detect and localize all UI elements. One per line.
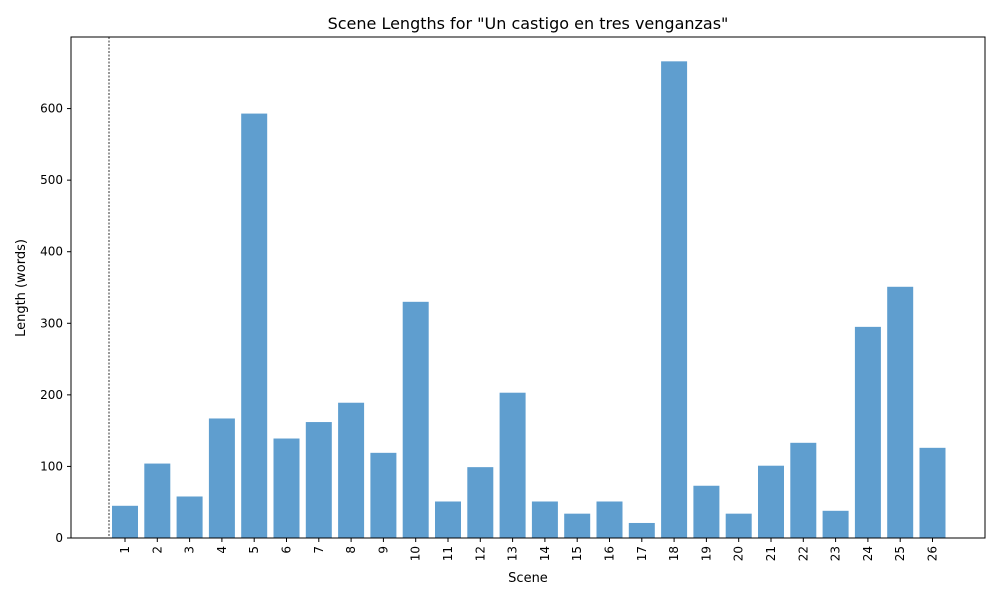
y-axis: 0 100 200 300 400 500 600 [40, 102, 71, 545]
bar-scene-25 [887, 286, 914, 538]
y-tick-label: 300 [40, 316, 63, 330]
bar-scene-5 [241, 113, 268, 539]
bar-scene-21 [758, 465, 784, 538]
plot-frame [70, 36, 986, 539]
bar-scene-23 [822, 510, 849, 538]
bar-scene-10 [402, 301, 429, 538]
x-tick-label: 4 [215, 546, 229, 554]
bar-scene-18 [661, 61, 688, 538]
x-tick-label: 6 [280, 546, 294, 554]
x-tick-label: 5 [247, 546, 261, 554]
bar-scene-24 [854, 326, 881, 538]
x-axis-label: Scene [508, 571, 548, 586]
x-tick-label: 8 [344, 546, 358, 554]
x-tick-label: 10 [409, 546, 423, 561]
x-tick-label: 26 [926, 546, 940, 561]
bar-scene-4 [208, 418, 235, 538]
bar-scene-1 [112, 505, 138, 538]
bar-scene-15 [564, 513, 591, 538]
bar-scene-3 [176, 496, 203, 538]
x-tick-label: 3 [183, 546, 197, 554]
bar-scene-12 [467, 467, 494, 538]
x-tick-label: 25 [893, 546, 907, 561]
bar-scene-14 [531, 501, 558, 538]
y-tick-label: 600 [40, 102, 63, 116]
x-axis: 1 2 3 4 5 6 7 8 9 10 11 12 13 14 15 16 17 18 19 20 21 22 23 24 2… [118, 538, 940, 561]
x-tick-label: 19 [699, 546, 713, 561]
bar-scene-22 [790, 442, 817, 538]
x-tick-label: 16 [603, 546, 617, 561]
x-tick-label: 9 [376, 546, 390, 554]
bar-scene-6 [273, 438, 300, 538]
x-tick-label: 18 [667, 546, 681, 561]
x-tick-label: 11 [441, 546, 455, 561]
x-tick-label: 21 [764, 546, 778, 561]
bar-scene-13 [499, 392, 526, 538]
bar-scene-9 [370, 452, 397, 538]
y-tick-label: 200 [40, 388, 63, 402]
bar-scene-8 [338, 402, 365, 538]
y-tick-label: 0 [55, 531, 63, 545]
bar-scene-17 [628, 522, 655, 538]
bar-scene-11 [435, 501, 461, 538]
x-tick-label: 23 [829, 546, 843, 561]
bar-scene-26 [919, 447, 946, 538]
bar-scene-7 [305, 422, 332, 538]
y-tick-label: 500 [40, 173, 63, 187]
x-tick-label: 20 [732, 546, 746, 561]
bar-scene-20 [725, 513, 752, 538]
x-tick-label: 1 [118, 546, 132, 554]
bars-group [112, 61, 946, 539]
bar-scene-16 [596, 501, 623, 538]
x-tick-label: 24 [861, 546, 875, 561]
y-tick-label: 100 [40, 459, 63, 473]
x-tick-label: 7 [312, 546, 326, 554]
x-tick-label: 22 [796, 546, 810, 561]
chart-title: Scene Lengths for "Un castigo en tres ve… [328, 14, 729, 33]
x-tick-label: 15 [570, 546, 584, 561]
y-tick-label: 400 [40, 245, 63, 259]
x-tick-label: 17 [635, 546, 649, 561]
x-tick-label: 12 [473, 546, 487, 561]
bar-scene-19 [693, 485, 720, 538]
x-tick-label: 13 [506, 546, 520, 561]
x-tick-label: 2 [150, 546, 164, 554]
y-axis-label: Length (words) [14, 239, 29, 337]
bar-scene-2 [144, 463, 171, 538]
x-tick-label: 14 [538, 546, 552, 561]
